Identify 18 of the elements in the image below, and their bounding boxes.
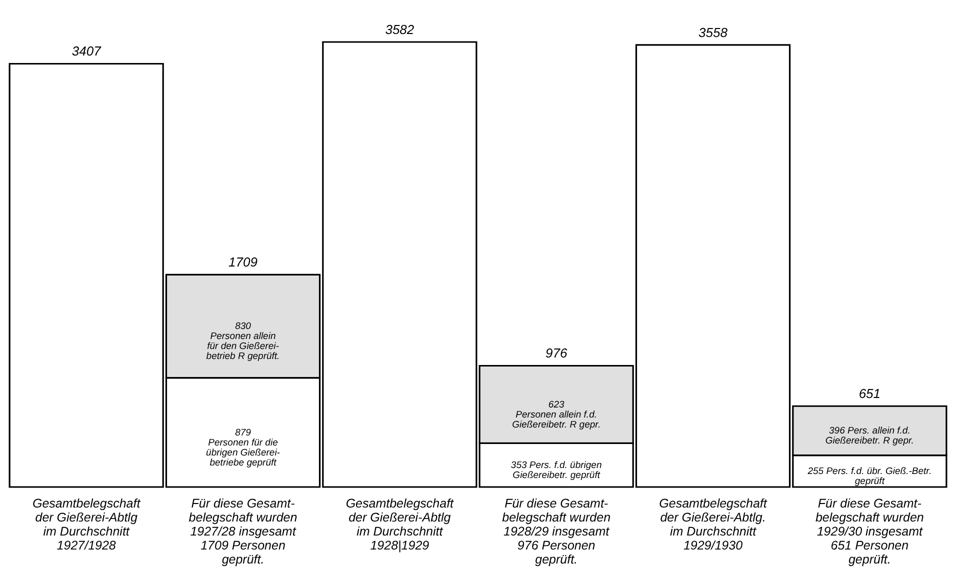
data-label: 830 Personen allein für den Gießerei- betrieb R geprüft. [206, 321, 280, 362]
data-label: 623 Personen allein f.d. Gießereibetr. R gepr. [512, 399, 601, 430]
x-tick-label: Gesamtbelegschaft der Gießerei-Abtlg im Durchschnitt 1928|1929 [346, 496, 454, 552]
total-label: 651 [858, 386, 881, 402]
x-tick-label: Für diese Gesamt- belegschaft wurden 1927/28 insgesamt 1709 Personen geprüft. [188, 496, 298, 566]
x-tick-label: Gesamtbelegschaft der Gießerei-Abtlg im Durchschnitt 1927/1928 [32, 496, 141, 552]
data-label: 879 Personen für die übrigen Gießerei- betriebe geprüft [206, 427, 280, 468]
data-label: 353 Pers. f.d. übrigen Gießereibetr. geprüft [510, 460, 602, 482]
total-label: 3558 [698, 24, 728, 40]
x-tick-label: Für diese Gesamt- belegschaft wurden 1929/30 insgesamt 651 Personen geprüft. [815, 496, 924, 566]
total-label: 3407 [72, 44, 102, 59]
total-label: 976 [545, 346, 568, 361]
total-label: 3582 [385, 22, 415, 37]
x-tick-label: Für diese Gesamt- belegschaft wurden 1928/29 insgesamt 976 Personen geprüft. [502, 496, 611, 566]
data-label: 396 Pers. allein f.d. Gießereibetr. R gepr. [825, 426, 914, 447]
data-label: 255 Pers. f.d. übr. Gieß.-Betr. geprüft [806, 466, 932, 488]
x-tick-label: Gesamtbelegschaft der Gießerei-Abtlg. im Durchschnitt 1929/1930 [659, 496, 768, 552]
total-label: 1709 [228, 254, 258, 270]
